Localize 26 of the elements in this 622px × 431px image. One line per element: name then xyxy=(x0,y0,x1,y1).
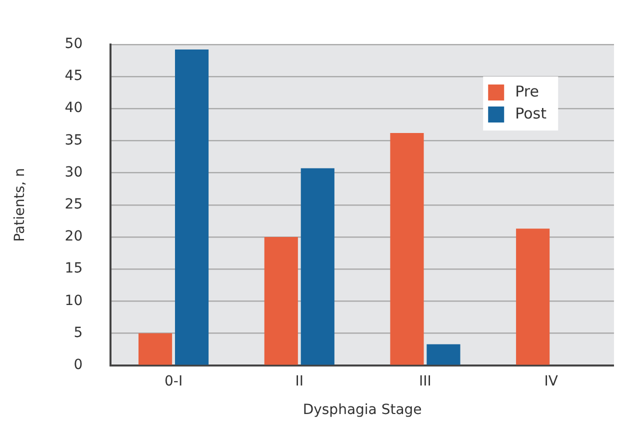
y-tick-label: 10 xyxy=(64,292,83,309)
bar xyxy=(175,50,209,365)
x-tick-label: IV xyxy=(544,373,558,390)
bar xyxy=(390,132,424,365)
legend-label: Pre xyxy=(515,82,539,100)
y-tick-label: 35 xyxy=(64,132,83,148)
bar xyxy=(300,168,334,365)
y-tick-label: 45 xyxy=(64,68,83,84)
bar xyxy=(516,228,550,365)
x-tick-label: II xyxy=(295,373,304,390)
legend-label: Post xyxy=(515,104,547,122)
bar xyxy=(426,344,460,365)
bar xyxy=(264,237,298,365)
y-tick-label: 50 xyxy=(64,36,83,52)
y-tick-label: 15 xyxy=(64,260,83,277)
y-tick-label: 25 xyxy=(64,196,83,213)
x-axis-title: Dysphagia Stage xyxy=(302,402,422,418)
bar xyxy=(138,333,172,365)
y-tick-label: 40 xyxy=(64,100,83,116)
y-tick-label: 30 xyxy=(64,164,83,180)
y-axis-title: Patients, n xyxy=(12,168,28,242)
x-tick-label: III xyxy=(419,373,432,390)
y-tick-label: 20 xyxy=(64,228,83,245)
x-tick-label: 0-I xyxy=(164,373,183,390)
y-tick-label: 0 xyxy=(74,357,83,374)
y-tick-label: 5 xyxy=(74,324,83,341)
